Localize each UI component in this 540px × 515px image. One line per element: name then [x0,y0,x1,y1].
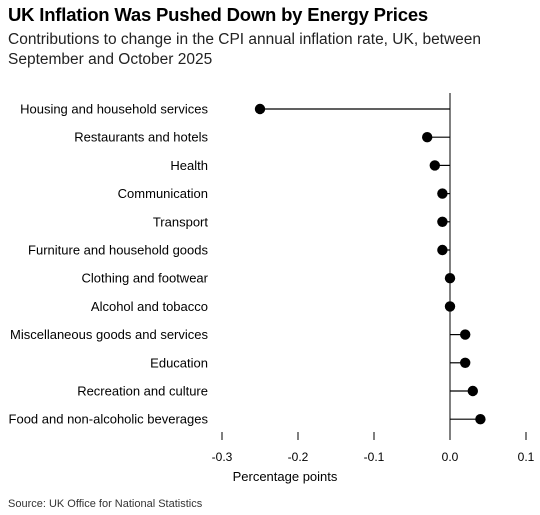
data-point [444,273,456,284]
chart-subtitle: Contributions to change in the CPI annua… [8,31,482,68]
category-label: Education [150,355,208,370]
category-label: Alcohol and tobacco [91,299,208,314]
x-tick-label: -0.1 [364,450,385,464]
category-label: Furniture and household goods [28,243,208,258]
category-label: Miscellaneous goods and services [10,327,208,342]
x-tick-label: -0.2 [288,450,309,464]
data-point [460,357,471,368]
category-label: Transport [153,214,209,229]
x-tick-label: -0.3 [212,450,233,464]
data-point [460,329,471,340]
dot-chart: -0.3 -0.2 -0.1 0.0 0.1 Housing and household … [9,93,535,484]
data-point [437,244,448,256]
category-label: Health [170,158,208,173]
category-label: Food and non-alcoholic beverages [9,412,209,427]
category-label: Housing and household services [20,102,208,117]
data-point [422,132,433,143]
category-label: Recreation and culture [77,384,208,399]
chart-title: UK Inflation Was Pushed Down by Energy P… [8,4,429,25]
data-point [429,160,440,171]
chart-marks: -0.3 -0.2 -0.1 0.0 0.1 Housing and household … [9,93,535,464]
data-point [444,301,456,312]
category-label: Clothing and footwear [82,271,209,286]
x-tick-label: 0.1 [518,450,535,464]
data-point [254,103,266,115]
data-point [475,414,486,425]
category-label: Restaurants and hotels [74,130,208,145]
x-axis-label: Percentage points [233,469,338,484]
data-point [467,385,478,397]
data-point [437,216,448,227]
category-label: Communication [118,186,208,201]
data-point [437,188,448,199]
x-tick-label: 0.0 [442,450,459,464]
source-note: Source: UK Office for National Statistic… [8,498,203,510]
